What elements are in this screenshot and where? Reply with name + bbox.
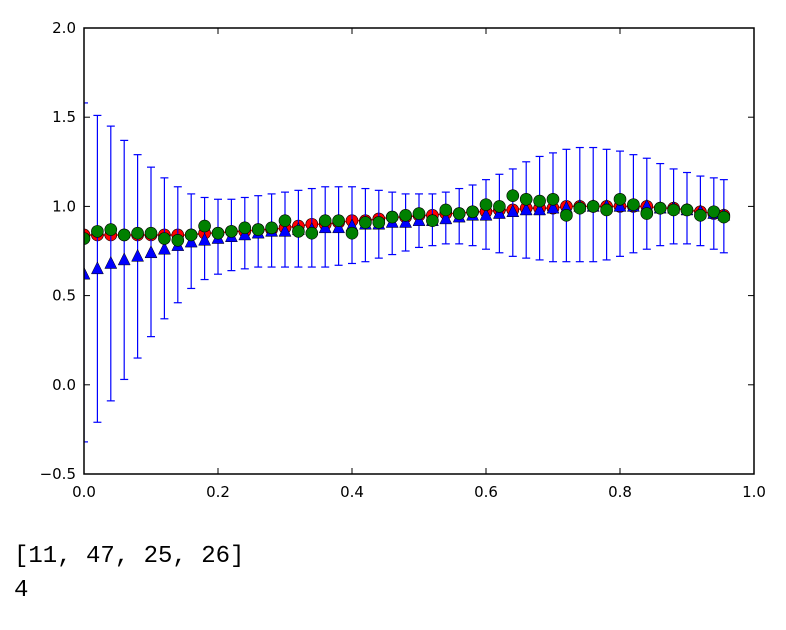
axis-ticks: 0.0 0.2 0.4 0.6 0.8 1.02.01.51.00.50.0−0.5 (40, 19, 766, 501)
data-point-triangle (144, 245, 158, 259)
data-point (385, 210, 399, 224)
data-point (573, 201, 587, 215)
y-tick-label: 1.5 (52, 108, 76, 126)
data-point-triangle (131, 248, 145, 262)
output-list: [11, 47, 25, 26] (14, 543, 245, 570)
data-point (265, 221, 278, 235)
data-point-triangle (439, 211, 453, 225)
data-point (292, 225, 305, 238)
data-point (613, 192, 627, 206)
data-point (184, 228, 198, 242)
data-point (238, 221, 252, 235)
data-point (211, 226, 225, 240)
data-point (198, 219, 211, 233)
data-point-triangle (506, 204, 520, 218)
data-point (506, 189, 520, 202)
data-point-triangle (479, 207, 493, 221)
data-point (560, 209, 573, 222)
data-point (452, 207, 466, 220)
x-tick-label: 0.8 (608, 483, 632, 501)
data-point (318, 214, 332, 227)
data-point (345, 226, 359, 240)
x-tick-label: 0.4 (340, 483, 364, 501)
data-point (412, 207, 426, 220)
data-point (278, 214, 292, 227)
data-point-triangle (519, 202, 533, 216)
data-point-triangle (157, 241, 171, 255)
data-point (84, 232, 91, 245)
data-point (627, 198, 640, 211)
data-point (707, 205, 721, 219)
data-point-triangle (104, 255, 118, 269)
data-point (359, 216, 372, 229)
data-point (225, 225, 238, 238)
x-tick-label: 0.6 (474, 483, 498, 501)
data-point (493, 200, 506, 213)
data-point (680, 203, 694, 217)
data-point (479, 198, 493, 211)
data-point (131, 226, 144, 240)
x-tick-label: 0.2 (206, 483, 230, 501)
data-point-triangle (533, 202, 547, 216)
data-point (144, 226, 158, 240)
data-point (466, 205, 479, 219)
data-point-triangle (278, 223, 292, 237)
data-point (426, 214, 439, 227)
data-point-triangle (546, 200, 560, 214)
data-point (667, 203, 680, 217)
data-point (158, 232, 171, 245)
data-point (653, 201, 667, 215)
axes-frame (83, 27, 755, 475)
data-point (171, 233, 185, 247)
data-point (104, 223, 118, 236)
data-point (305, 226, 319, 240)
y-tick-label: −0.5 (40, 465, 76, 483)
data-point (533, 194, 546, 208)
data-point (91, 225, 104, 238)
data-point (372, 216, 386, 229)
data-point (546, 192, 560, 206)
x-tick-label: 0.0 (72, 483, 96, 501)
data-point-triangle (198, 232, 212, 246)
y-tick-label: 0.5 (52, 287, 76, 305)
y-tick-label: 1.0 (52, 197, 76, 215)
data-point (332, 214, 345, 227)
data-point (640, 207, 654, 220)
data-point (694, 209, 707, 222)
data-point (600, 203, 613, 217)
y-tick-label: 0.0 (52, 376, 76, 394)
data-point (717, 210, 731, 224)
data-point (519, 192, 533, 206)
y-tick-label: 2.0 (52, 19, 76, 37)
data-point (251, 223, 265, 236)
data-point (439, 203, 453, 217)
data-point (117, 228, 131, 242)
data-point (399, 209, 412, 222)
plot-area (84, 102, 731, 443)
data-point-triangle (84, 266, 91, 280)
x-tick-label: 1.0 (742, 483, 766, 501)
data-point-triangle (117, 252, 131, 266)
output-count: 4 (14, 577, 29, 604)
data-point (586, 200, 600, 213)
data-point-triangle (90, 261, 104, 275)
